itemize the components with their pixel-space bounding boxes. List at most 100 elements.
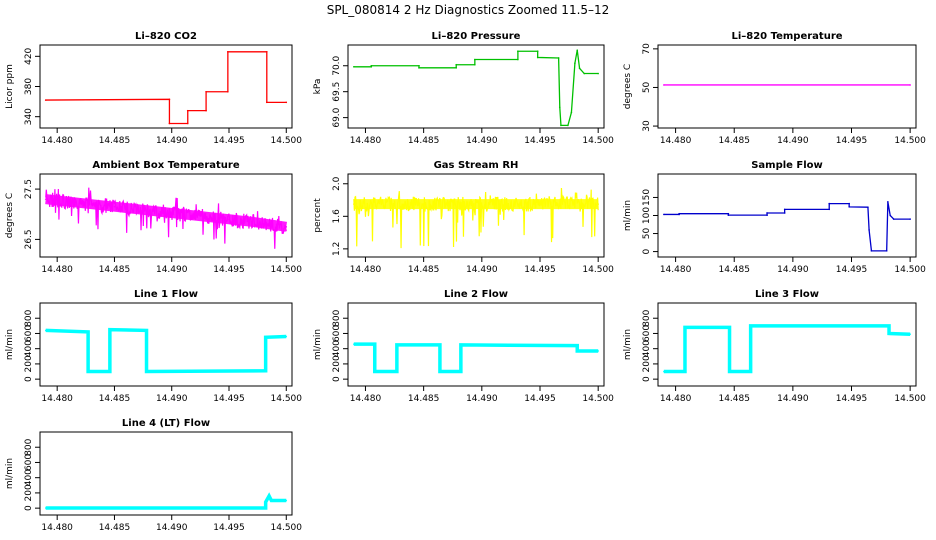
data-point [353, 343, 355, 345]
y-tick-label: 600 [24, 325, 34, 342]
x-tick-label: 14.495 [213, 523, 245, 533]
y-tick-label: 26.5 [24, 229, 34, 249]
y-axis-label: ml/min [623, 200, 633, 231]
x-tick-label: 14.480 [660, 265, 692, 275]
x-tick-label: 14.500 [271, 523, 303, 533]
data-point [870, 250, 873, 252]
data-point [228, 218, 230, 221]
x-tick-label: 14.490 [156, 265, 188, 275]
y-tick-label: 70.0 [332, 55, 342, 75]
data-point [113, 205, 116, 208]
data-point [576, 350, 579, 352]
data-point [396, 344, 398, 346]
y-tick-label: 400 [24, 340, 34, 357]
x-tick-label: 14.490 [156, 136, 188, 146]
y-tick-label: 340 [24, 108, 34, 125]
x-tick-label: 14.480 [41, 136, 73, 146]
plot-frame [347, 302, 605, 387]
data-point [264, 501, 267, 503]
data-point [439, 344, 441, 346]
chart-title: Line 1 Flow [134, 289, 198, 300]
data-point [727, 214, 730, 216]
y-axis-label: percent [313, 198, 323, 233]
plot-area [663, 324, 911, 374]
chart-title: Li–820 Temperature [731, 31, 842, 42]
data-point [136, 208, 139, 211]
y-axis-label: ml/min [5, 458, 15, 489]
data-point [684, 370, 686, 373]
x-tick-label: 14.490 [466, 394, 498, 404]
data-point [353, 65, 355, 68]
data-point [536, 50, 539, 53]
data-point [749, 325, 752, 327]
plot-area [663, 84, 911, 86]
chart-title: Line 3 Flow [755, 289, 819, 300]
x-tick-label: 14.495 [836, 394, 868, 404]
x-tick-label: 14.485 [99, 265, 131, 275]
x-tick-label: 14.480 [660, 136, 692, 146]
y-tick-label: 0 [24, 376, 34, 382]
y-tick-label: 600 [642, 325, 652, 342]
y-tick-label: 150 [642, 189, 652, 206]
data-point [182, 213, 184, 216]
data-series-line [353, 342, 599, 374]
data-point [783, 208, 786, 211]
x-tick-label: 14.500 [271, 265, 303, 275]
x-tick-label: 14.480 [41, 394, 73, 404]
data-point [848, 202, 850, 205]
data-point [87, 331, 89, 333]
y-tick-label: 400 [24, 469, 34, 486]
x-tick-label: 14.495 [524, 394, 556, 404]
data-point [264, 336, 267, 339]
data-point [168, 98, 171, 101]
y-axis-label: kPa [313, 79, 323, 95]
data-point [517, 50, 519, 53]
data-point [663, 370, 665, 373]
data-point [205, 90, 207, 93]
x-tick-label: 14.500 [894, 265, 926, 275]
data-point [285, 499, 288, 502]
x-tick-label: 14.500 [582, 394, 614, 404]
y-tick-label: 800 [24, 309, 34, 326]
data-point [264, 369, 267, 372]
data-point [597, 72, 599, 75]
data-point [570, 111, 573, 114]
data-point [728, 326, 731, 329]
chart-title: Line 2 Flow [444, 289, 508, 300]
data-point [460, 344, 462, 346]
data-point [418, 67, 420, 69]
x-tick-label: 14.485 [718, 265, 750, 275]
data-point [517, 58, 519, 61]
x-tick-label: 14.485 [99, 394, 131, 404]
data-series-line [45, 327, 287, 374]
data-point [887, 200, 889, 203]
data-point [560, 124, 562, 127]
data-point [87, 370, 89, 373]
data-point [168, 122, 171, 125]
y-tick-label: 100 [642, 207, 652, 224]
y-tick-label: 50 [642, 228, 652, 240]
y-tick-label: 2.0 [332, 176, 342, 191]
x-tick-label: 14.495 [524, 136, 556, 146]
data-point [159, 210, 162, 213]
data-point [353, 203, 355, 205]
y-tick-label: 50 [642, 81, 652, 93]
x-tick-label: 14.480 [350, 394, 382, 404]
data-point [848, 206, 850, 208]
data-point [460, 370, 462, 373]
data-point [373, 370, 376, 373]
data-point [888, 325, 890, 327]
x-tick-label: 14.485 [408, 394, 440, 404]
x-tick-label: 14.485 [718, 394, 750, 404]
data-series-line [353, 50, 599, 127]
y-tick-label: 0 [24, 505, 34, 511]
data-point [285, 226, 288, 228]
y-axis-label: ml/min [313, 329, 323, 360]
data-series-band [45, 194, 287, 232]
data-point [678, 212, 680, 215]
chart-title: Li–820 CO2 [135, 31, 197, 42]
data-point [455, 63, 458, 66]
x-tick-label: 14.490 [777, 136, 809, 146]
